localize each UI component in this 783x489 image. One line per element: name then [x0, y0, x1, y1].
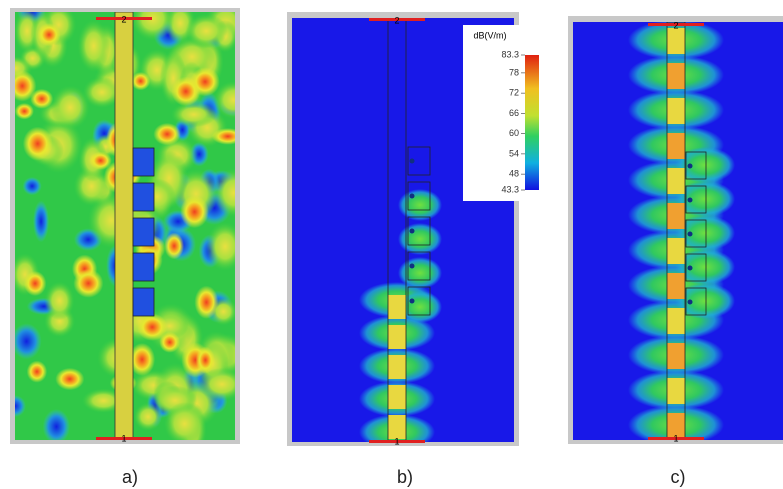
strip-segment: [667, 133, 685, 159]
colorbar-tick-label: 60: [509, 128, 519, 138]
colorbar-tick-label: 48: [509, 169, 519, 179]
port-label: 2: [673, 20, 678, 30]
field-blob: [153, 123, 180, 145]
field-blob: [15, 103, 34, 119]
resonator: [133, 288, 154, 316]
port-label: 1: [673, 433, 678, 443]
strip-segment: [667, 98, 685, 124]
field-blob: [164, 233, 184, 260]
field-blob: [196, 347, 215, 374]
field-blob: [43, 409, 70, 444]
port-label: 1: [394, 436, 399, 446]
port-dot: [688, 198, 693, 203]
field-blob: [37, 23, 61, 47]
field-blob: [73, 269, 103, 298]
field-blob: [398, 257, 442, 289]
resonator: [133, 218, 154, 246]
port-dot: [688, 232, 693, 237]
port-dot: [688, 164, 693, 169]
field-blob: [12, 323, 42, 359]
panel-label: a): [122, 467, 138, 487]
field-blob: [171, 77, 200, 107]
colorbar-tick-label: 66: [509, 108, 519, 118]
resonator: [133, 148, 154, 176]
field-blob: [214, 168, 254, 217]
field-blob: [137, 313, 167, 341]
field-blob: [398, 189, 442, 221]
strip-segment: [388, 355, 406, 379]
strip-segment: [667, 273, 685, 299]
field-blob: [23, 177, 42, 195]
strip-segment: [667, 28, 685, 54]
strip-segment: [667, 343, 685, 369]
strip-segment: [667, 63, 685, 89]
field-blob: [45, 282, 75, 321]
port-dot: [410, 299, 415, 304]
strip-segment: [388, 325, 406, 349]
port-label: 2: [121, 14, 126, 24]
colorbar-tick-label: 43.3: [501, 184, 519, 194]
port-dot: [410, 159, 415, 164]
port-dot: [410, 229, 415, 234]
colorbar-tick-label: 72: [509, 88, 519, 98]
figure: dB(V/m) 83.3 78 72 66 60 54 48 43.3 2 1 a) 2 1 b) 2 1 c…: [0, 0, 783, 489]
field-blob: [24, 271, 46, 296]
field-blob: [214, 81, 253, 119]
colorbar-tick-label: 54: [509, 148, 519, 158]
field-blob: [33, 201, 49, 243]
field-blob: [23, 127, 53, 161]
port-dot: [410, 194, 415, 199]
field-blob: [398, 223, 442, 255]
field-blob: [185, 14, 227, 48]
field-blob: [180, 196, 209, 229]
strip-segment: [667, 203, 685, 229]
strip-segment: [667, 378, 685, 404]
field-blob: [131, 72, 150, 90]
strip-segment: [388, 385, 406, 409]
colorbar: dB(V/m) 83.3 78 72 66 60 54 48 43.3: [463, 25, 539, 201]
strip-segment: [667, 238, 685, 264]
panel-label: c): [671, 467, 686, 487]
resonator: [133, 183, 154, 211]
field-blob: [164, 402, 205, 445]
colorbar-scale: [525, 55, 539, 190]
port-dot: [688, 266, 693, 271]
resonator: [133, 253, 154, 281]
panel-label: b): [397, 467, 413, 487]
port-dot: [688, 300, 693, 305]
port-dot: [410, 264, 415, 269]
field-blob: [194, 286, 218, 319]
field-blob: [27, 361, 47, 383]
port-label: 1: [121, 433, 126, 443]
strip-segment: [667, 308, 685, 334]
field-blob: [51, 85, 90, 129]
field-blob: [89, 151, 111, 170]
strip: [115, 12, 133, 440]
strip-segment: [667, 168, 685, 194]
field-blob: [30, 89, 53, 109]
field-blob: [78, 20, 110, 72]
colorbar-title: dB(V/m): [473, 30, 506, 40]
field-blob: [55, 368, 84, 390]
colorbar-tick-label: 83.3: [501, 49, 519, 59]
strip-segment: [388, 295, 406, 319]
port-label: 2: [394, 15, 399, 25]
field-blob: [4, 395, 26, 417]
colorbar-tick-label: 78: [509, 67, 519, 77]
